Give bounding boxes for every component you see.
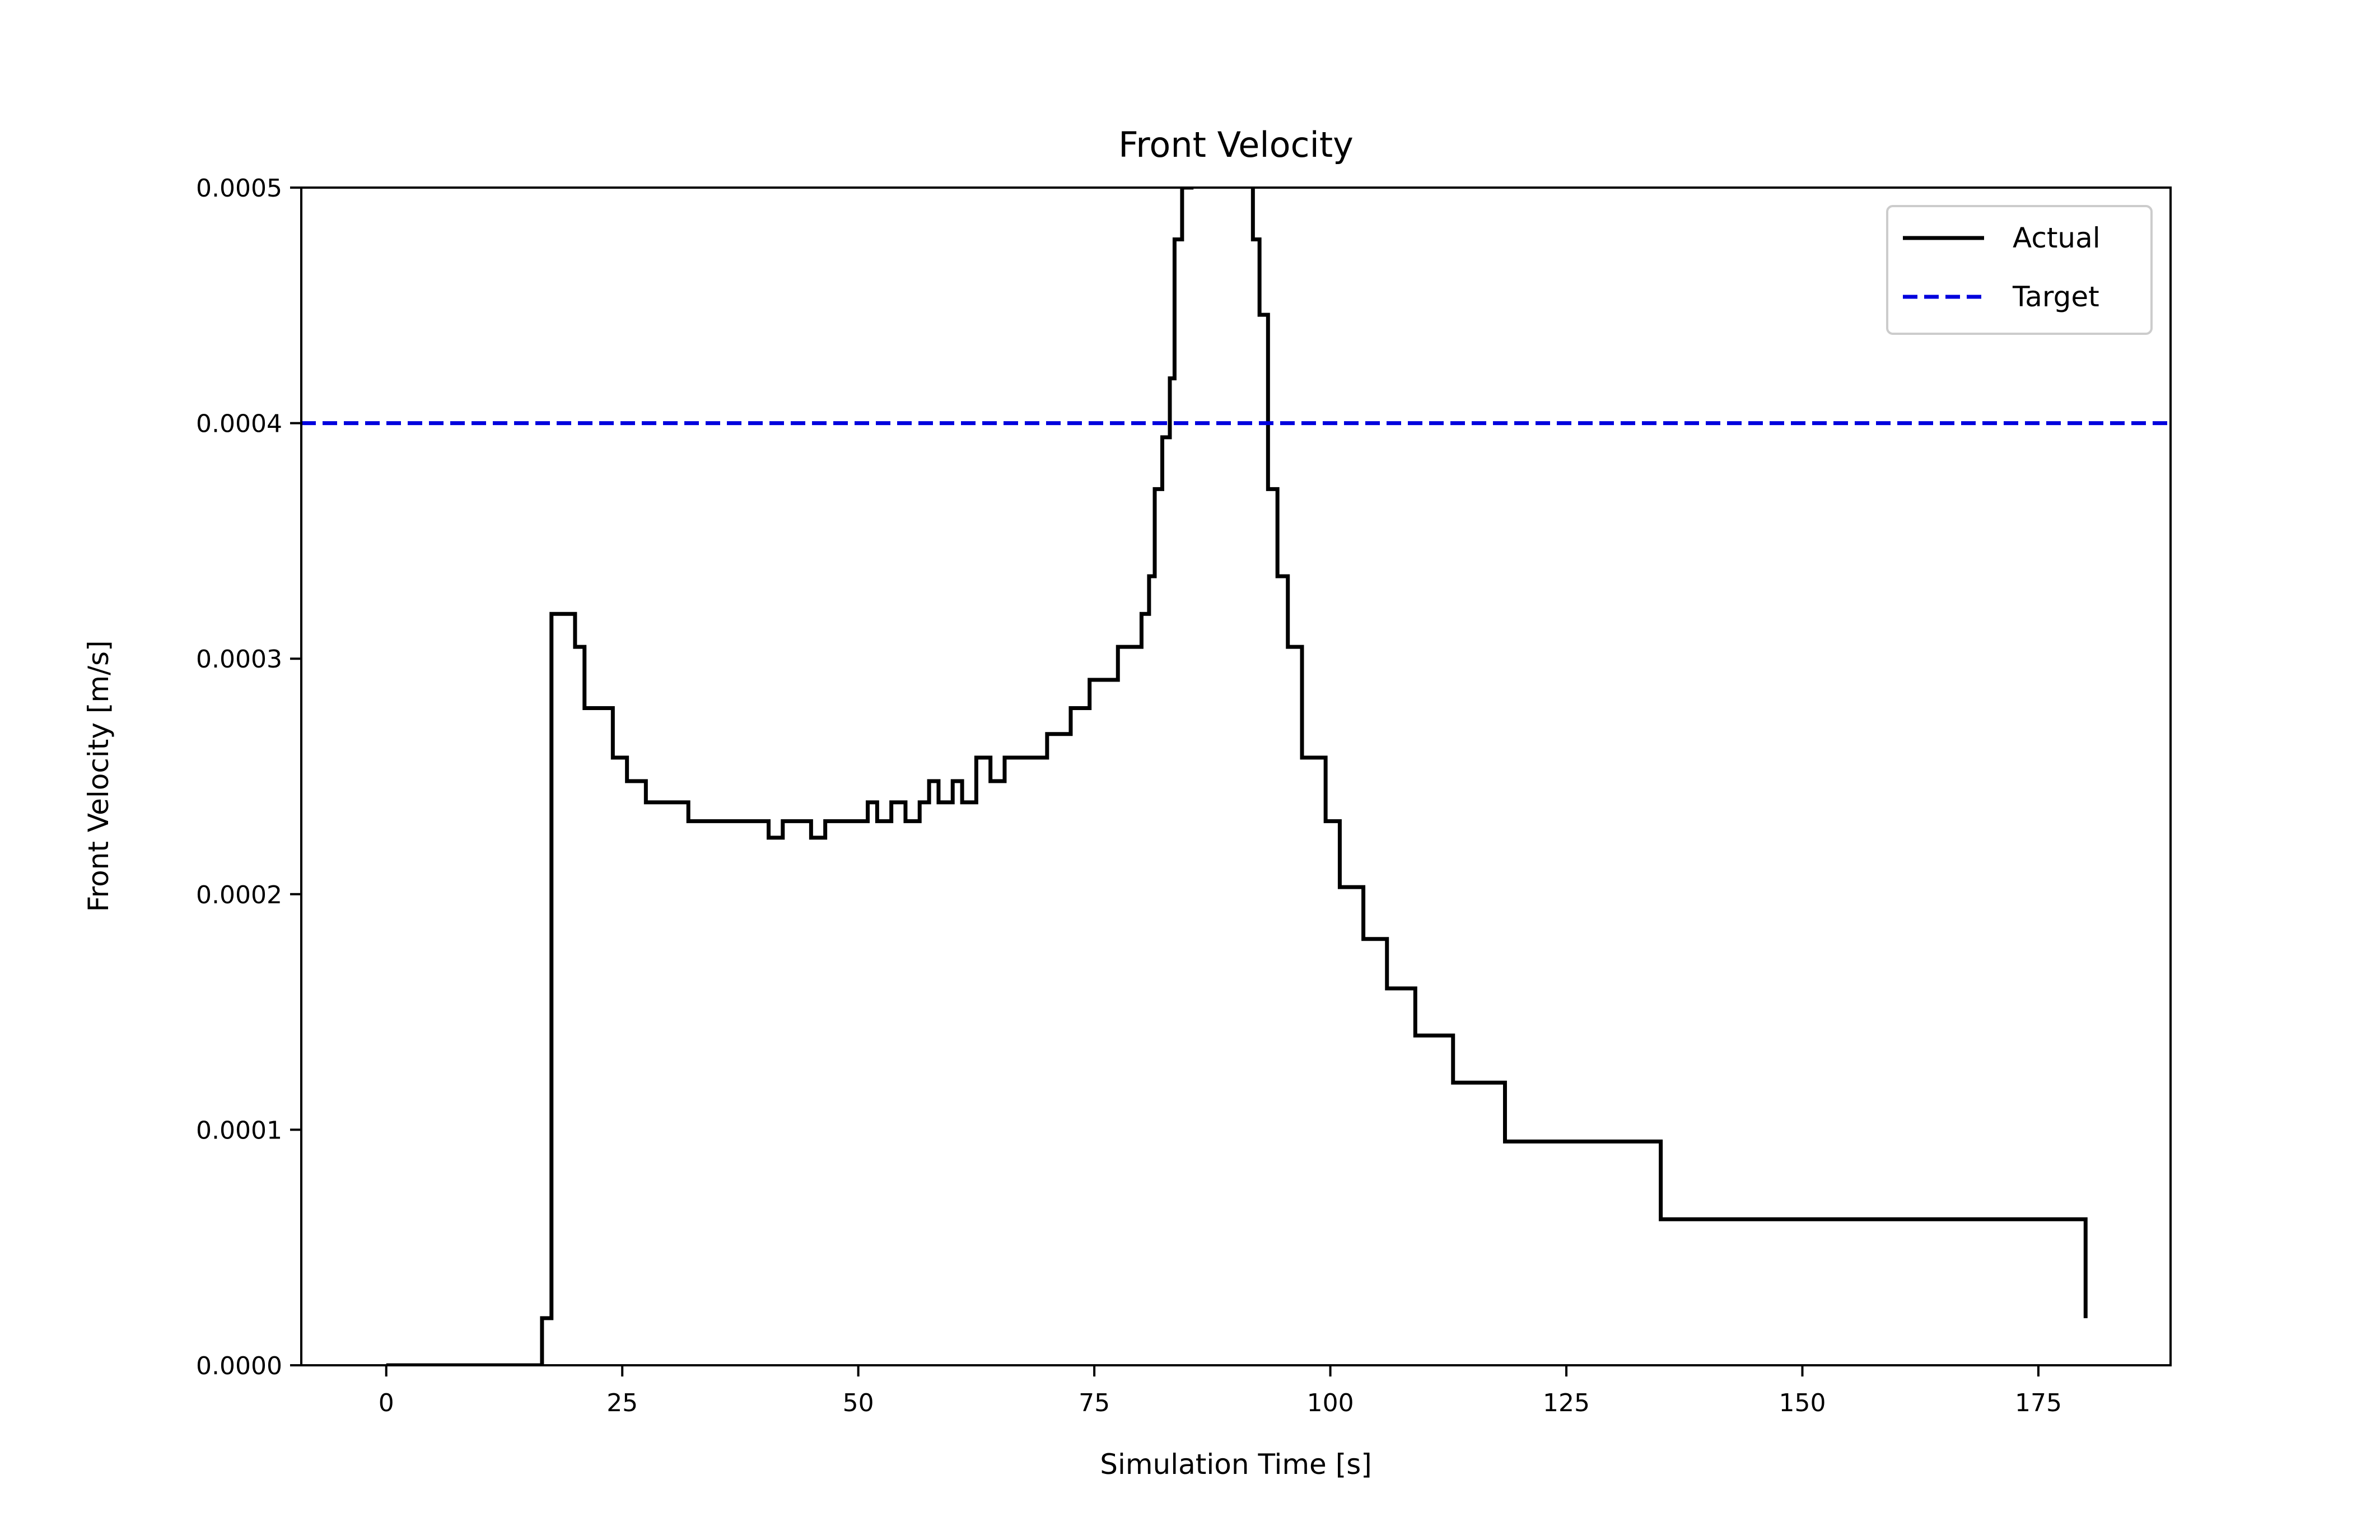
legend-label-actual: Actual bbox=[2013, 222, 2101, 254]
y-tick-label: 0.0004 bbox=[196, 410, 282, 438]
y-tick-label: 0.0000 bbox=[196, 1352, 282, 1380]
x-axis: 0 25 50 75 100 125 150 175 bbox=[379, 1365, 2062, 1417]
y-tick-label: 0.0003 bbox=[196, 645, 282, 674]
x-tick-label: 125 bbox=[1543, 1389, 1590, 1417]
x-tick-label: 150 bbox=[1779, 1389, 1826, 1417]
x-tick-label: 50 bbox=[843, 1389, 874, 1417]
y-axis-title: Front Velocity [m/s] bbox=[82, 640, 115, 912]
legend: Actual Target bbox=[1886, 205, 2153, 335]
y-tick-label: 0.0005 bbox=[196, 174, 282, 203]
x-tick-label: 175 bbox=[2015, 1389, 2062, 1417]
series-line-actual bbox=[386, 188, 2088, 1365]
x-axis-title: Simulation Time [s] bbox=[1100, 1448, 1372, 1481]
series-layer bbox=[301, 188, 2171, 1365]
x-tick-label: 100 bbox=[1307, 1389, 1354, 1417]
plot-frame bbox=[300, 186, 2172, 1366]
y-axis: 0.0000 0.0001 0.0002 0.0003 0.0004 0.0005 bbox=[196, 174, 301, 1380]
x-tick-label: 75 bbox=[1079, 1389, 1110, 1417]
y-tick-label: 0.0001 bbox=[196, 1116, 282, 1145]
legend-label-target: Target bbox=[2012, 281, 2099, 313]
x-tick-label: 0 bbox=[379, 1389, 394, 1417]
chart-title: Front Velocity bbox=[1118, 124, 1354, 165]
x-tick-label: 25 bbox=[606, 1389, 638, 1417]
y-tick-label: 0.0002 bbox=[196, 881, 282, 909]
